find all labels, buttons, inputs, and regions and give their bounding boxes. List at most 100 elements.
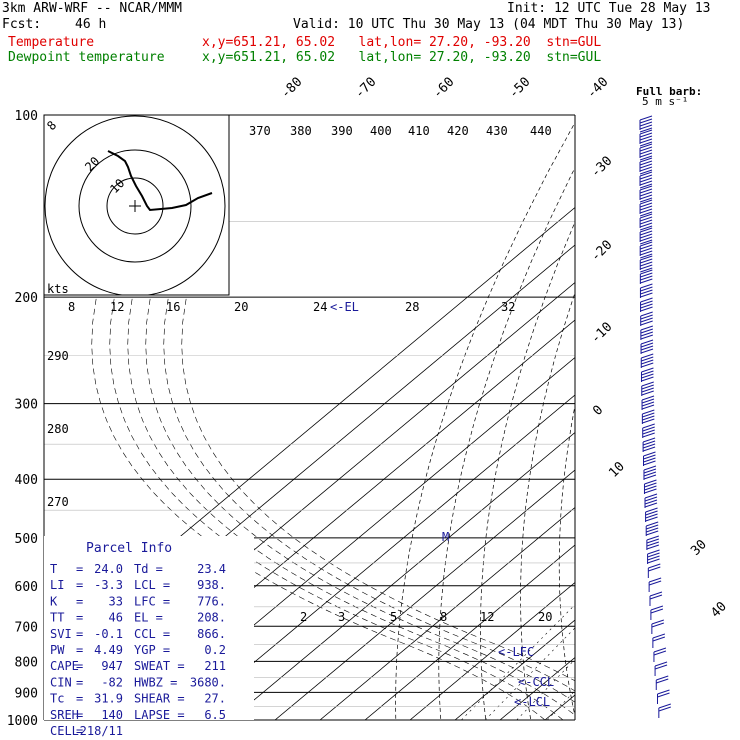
parcel-equals: =	[76, 692, 83, 706]
wind-barb	[658, 703, 671, 718]
level-marker-label: <-LFC	[498, 645, 534, 659]
isotherm-tick-label: 10	[606, 459, 628, 481]
parcel-value: 31.9	[94, 692, 123, 706]
wind-barb	[648, 577, 662, 592]
wind-barb-flag	[646, 544, 660, 550]
dry-adiabat-tick-label: 290	[47, 349, 69, 363]
sounding-profiles	[590, 115, 740, 720]
wind-barb	[640, 367, 654, 382]
wind-barb-flag	[642, 409, 655, 415]
wind-barb-flag	[641, 362, 654, 368]
wind-barb-flag	[639, 146, 653, 152]
level-marker-label: <-CCL	[518, 675, 554, 689]
mixing-ratio-tick-label: 3	[338, 610, 345, 624]
wind-barb-flag	[639, 185, 653, 191]
dry-adiabat-line	[668, 115, 740, 733]
wind-barb-flag	[648, 577, 662, 583]
wind-barb	[639, 283, 653, 298]
mixing-ratio-tick-label: 32	[501, 300, 515, 314]
parcel-label: LFC =	[134, 594, 170, 608]
wind-barb-flag	[640, 269, 653, 275]
wind-barb-flag	[639, 197, 653, 203]
parcel-info-panel: Parcel Info T 24.0 Td = 23.4 = LI -3.3 LCL = 938…	[44, 536, 254, 738]
wind-barb-flag	[640, 314, 653, 320]
parcel-value: 938.	[197, 578, 226, 592]
wind-barb-flag	[640, 264, 653, 270]
wind-barb-flag	[642, 446, 656, 452]
wind-barb-flag	[658, 703, 671, 709]
wind-barb-flag	[639, 216, 653, 222]
dry-adiabat-line	[438, 167, 575, 720]
wind-barb-flag	[640, 300, 653, 306]
wind-barb-flag	[639, 115, 653, 121]
forecast-hour: 46 h	[75, 17, 107, 32]
wind-barb-flag	[640, 244, 653, 250]
parcel-equals: =	[76, 594, 83, 608]
isotherm-line	[184, 394, 575, 720]
wind-legend-value: 5 m s⁻¹	[642, 95, 688, 108]
pressure-tick-label: 500	[15, 532, 38, 547]
wind-barb	[645, 507, 658, 522]
wind-barb-flag	[640, 255, 653, 261]
wind-legend-title: Full barb:	[636, 85, 702, 98]
wind-barb	[639, 115, 653, 133]
parcel-label: SWEAT =	[134, 659, 185, 673]
wind-barb-flag	[639, 177, 653, 183]
pressure-tick-label: 100	[15, 109, 38, 124]
wind-barb-flag	[640, 303, 653, 309]
wind-barb	[655, 675, 669, 690]
theta-tick-label: 410	[408, 124, 430, 138]
dry-adiabat-line	[735, 115, 740, 733]
wind-barb-flag	[641, 376, 654, 382]
isotherm-tick-label: -40	[584, 75, 611, 102]
wind-barb	[649, 591, 663, 606]
wind-barb-flag	[644, 499, 658, 505]
wind-barb-flag	[640, 348, 654, 354]
isotherm-tick-label: 40	[708, 599, 730, 621]
wind-barb-flag	[641, 390, 654, 396]
wind-barb-flag	[644, 485, 657, 491]
wind-barb-flag	[658, 706, 671, 712]
parcel-equals: =	[76, 659, 83, 673]
pressure-tick-label: 1000	[7, 714, 38, 729]
wind-barb	[647, 563, 661, 578]
isotherm-tick-label: -80	[278, 75, 305, 102]
wind-barb-flag	[640, 342, 654, 348]
wind-barb-flag	[640, 334, 654, 340]
wind-barb-flag	[644, 496, 658, 502]
isotherm-tick-label: 30	[688, 537, 710, 559]
moist-adiabat-line	[145, 297, 575, 703]
wind-barb	[640, 311, 653, 326]
pressure-tick-label: 600	[15, 580, 38, 595]
pressure-tick-label: 900	[15, 686, 38, 701]
wind-barb-flag	[657, 692, 670, 698]
wind-barb-flag	[639, 183, 653, 189]
wind-barb-flag	[640, 311, 653, 317]
parcel-value: 211	[204, 659, 226, 673]
parcel-info-title: Parcel Info	[86, 541, 172, 556]
isotherm-line	[499, 656, 575, 720]
wind-barb-flag	[643, 460, 656, 466]
wind-barb-flag	[645, 507, 658, 513]
wind-barb-flag	[639, 127, 653, 133]
wind-barb-flag	[641, 373, 654, 379]
level-marker-label: <-LCL	[514, 695, 550, 709]
wind-barb	[654, 661, 668, 676]
parcel-label: PW	[50, 643, 65, 657]
mixing-ratio-tick-label: 2	[300, 610, 307, 624]
wind-barb	[640, 325, 654, 340]
wind-barb-flag	[639, 157, 653, 163]
wind-barb-flag	[649, 594, 663, 600]
moist-adiabat-line	[109, 297, 564, 720]
parcel-label: SHEAR =	[134, 692, 185, 706]
wind-barb-flag	[640, 253, 653, 259]
wind-barb-flag	[639, 149, 653, 155]
wind-barb-flag	[654, 664, 668, 670]
wind-barbs	[639, 115, 671, 718]
parcel-label: YGP =	[134, 643, 170, 657]
parcel-label: SREH	[50, 708, 79, 722]
mixing-ratio-tick-label: 16	[166, 300, 180, 314]
wind-barb	[639, 143, 653, 161]
parcel-label: T	[50, 562, 57, 576]
parcel-value: 866.	[197, 627, 226, 641]
